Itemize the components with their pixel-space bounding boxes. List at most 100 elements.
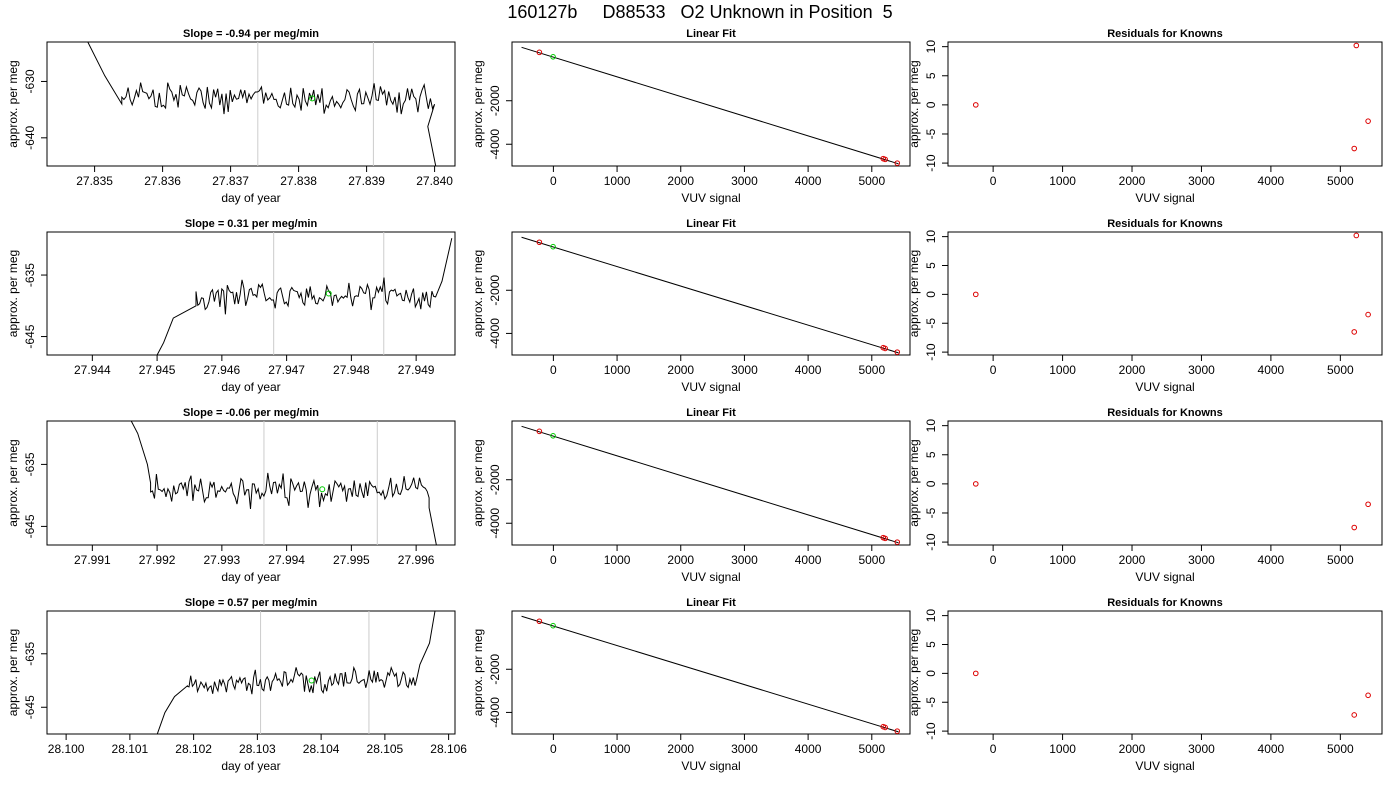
x-tick-label: 28.104 xyxy=(303,742,340,756)
unknown-point xyxy=(550,53,556,60)
figure-title: 160127b D88533 O2 Unknown in Position 5 xyxy=(507,2,893,22)
x-tick-label: 1000 xyxy=(604,363,631,377)
y-tick-label: -640 xyxy=(23,125,37,149)
residual-point xyxy=(1365,692,1371,699)
x-tick-label: 0 xyxy=(550,363,557,377)
residual-point xyxy=(1353,232,1360,239)
residual-point xyxy=(972,102,979,108)
x-tick-label: 5000 xyxy=(858,553,885,567)
plot-frame xyxy=(46,41,456,167)
y-axis-label: approx. per meg xyxy=(6,629,20,716)
known-point xyxy=(894,349,901,355)
x-tick-label: 0 xyxy=(550,742,557,756)
y-tick-label: 10 xyxy=(924,230,938,244)
x-tick-label: 27.992 xyxy=(139,553,176,567)
x-tick-label: 4000 xyxy=(795,742,822,756)
x-tick-label: 28.101 xyxy=(112,742,149,756)
residual-point xyxy=(1351,329,1358,335)
fit-line xyxy=(521,615,899,733)
x-axis-label: VUV signal xyxy=(681,759,740,773)
x-tick-label: 1000 xyxy=(1049,174,1076,188)
x-axis-label: VUV signal xyxy=(1135,759,1194,773)
x-tick-label: 2000 xyxy=(667,553,694,567)
x-tick-label: 1000 xyxy=(604,742,631,756)
y-axis-label: approx. per meg xyxy=(907,250,921,337)
y-tick-label: -630 xyxy=(23,69,37,93)
known-point xyxy=(894,728,901,734)
y-tick-label: 5 xyxy=(924,641,938,648)
chart-panel-2-1: Linear Fit 0 1000 2000 3000 4000 5000 -4000 -200… xyxy=(471,407,911,584)
x-tick-label: 28.100 xyxy=(48,742,85,756)
chart-panel-2-2: Residuals for Knowns 0 1000 2000 3000 4000 500… xyxy=(907,407,1383,584)
chart-panel-1-1: Linear Fit 0 1000 2000 3000 4000 5000 -4000 -200… xyxy=(471,218,911,394)
chart-panel-0-1: Linear Fit 0 1000 2000 3000 4000 5000 -4000 -200… xyxy=(471,28,911,205)
x-tick-label: 27.836 xyxy=(144,174,181,188)
y-axis-label: approx. per meg xyxy=(471,629,485,716)
y-tick-label: -4000 xyxy=(488,318,502,349)
panel-title: Residuals for Knowns xyxy=(1107,597,1223,609)
unknown-point xyxy=(550,622,556,629)
x-tick-label: 4000 xyxy=(1258,553,1285,567)
x-tick-label: 2000 xyxy=(1119,363,1146,377)
x-tick-label: 3000 xyxy=(731,742,758,756)
x-tick-label: 27.948 xyxy=(333,363,370,377)
signal-trace xyxy=(156,611,436,734)
x-tick-label: 3000 xyxy=(731,174,758,188)
x-tick-label: 0 xyxy=(990,742,997,756)
signal-trace xyxy=(156,238,453,355)
y-tick-label: -10 xyxy=(924,722,938,740)
y-tick-label: -635 xyxy=(23,452,37,476)
chart-panel-1-2: Residuals for Knowns 0 1000 2000 3000 4000 500… xyxy=(907,218,1383,394)
y-tick-label: -2000 xyxy=(488,654,502,685)
y-tick-label: -5 xyxy=(924,507,938,518)
chart-panel-1-0: Slope = 0.31 per meg/min 27.944 27.945 27.9… xyxy=(6,218,456,394)
x-tick-label: 1000 xyxy=(604,174,631,188)
chart-panel-3-0: Slope = 0.57 per meg/min 28.100 28.101 28.1… xyxy=(6,597,467,773)
residual-point xyxy=(972,291,979,298)
x-tick-label: 5000 xyxy=(1327,174,1354,188)
x-tick-label: 2000 xyxy=(1119,553,1146,567)
x-tick-label: 5000 xyxy=(858,742,885,756)
y-tick-label: -10 xyxy=(924,533,938,551)
y-tick-label: -645 xyxy=(23,324,37,348)
panel-title: Residuals for Knowns xyxy=(1107,407,1223,419)
x-tick-label: 4000 xyxy=(795,174,822,188)
y-tick-label: -2000 xyxy=(488,464,502,495)
x-tick-label: 4000 xyxy=(1258,742,1285,756)
y-tick-label: 5 xyxy=(924,262,938,269)
y-axis-label: approx. per meg xyxy=(6,439,20,526)
x-tick-label: 27.946 xyxy=(204,363,241,377)
x-tick-label: 0 xyxy=(550,553,557,567)
y-axis-label: approx. per meg xyxy=(907,629,921,716)
y-tick-label: 0 xyxy=(924,670,938,677)
y-tick-label: -5 xyxy=(924,318,938,329)
y-axis-label: approx. per meg xyxy=(907,439,921,526)
y-tick-label: 0 xyxy=(924,101,938,108)
x-tick-label: 1000 xyxy=(1049,742,1076,756)
x-tick-label: 5000 xyxy=(1327,742,1354,756)
x-axis-label: VUV signal xyxy=(681,191,740,205)
x-tick-label: 5000 xyxy=(1327,553,1354,567)
residual-point xyxy=(1365,311,1371,318)
y-tick-label: -5 xyxy=(924,697,938,708)
x-tick-label: 2000 xyxy=(667,363,694,377)
x-axis-label: VUV signal xyxy=(1135,191,1194,205)
panel-title: Slope = -0.06 per meg/min xyxy=(183,407,319,419)
chart-panel-3-1: Linear Fit 0 1000 2000 3000 4000 5000 -4000 -200… xyxy=(471,597,911,773)
y-tick-label: -10 xyxy=(924,154,938,172)
residual-point xyxy=(1351,145,1358,152)
panel-title: Linear Fit xyxy=(686,407,736,419)
panel-title: Residuals for Knowns xyxy=(1107,218,1223,230)
x-tick-label: 5000 xyxy=(858,174,885,188)
plot-frame xyxy=(46,610,456,735)
plot-frame xyxy=(947,610,1383,735)
plot-frame xyxy=(947,231,1383,356)
x-tick-label: 27.994 xyxy=(268,553,305,567)
x-tick-label: 2000 xyxy=(1119,742,1146,756)
x-tick-label: 4000 xyxy=(795,363,822,377)
unknown-marker xyxy=(309,95,316,102)
x-axis-label: VUV signal xyxy=(1135,570,1194,584)
known-point xyxy=(536,428,543,435)
y-tick-label: 0 xyxy=(924,291,938,298)
x-tick-label: 28.103 xyxy=(239,742,276,756)
